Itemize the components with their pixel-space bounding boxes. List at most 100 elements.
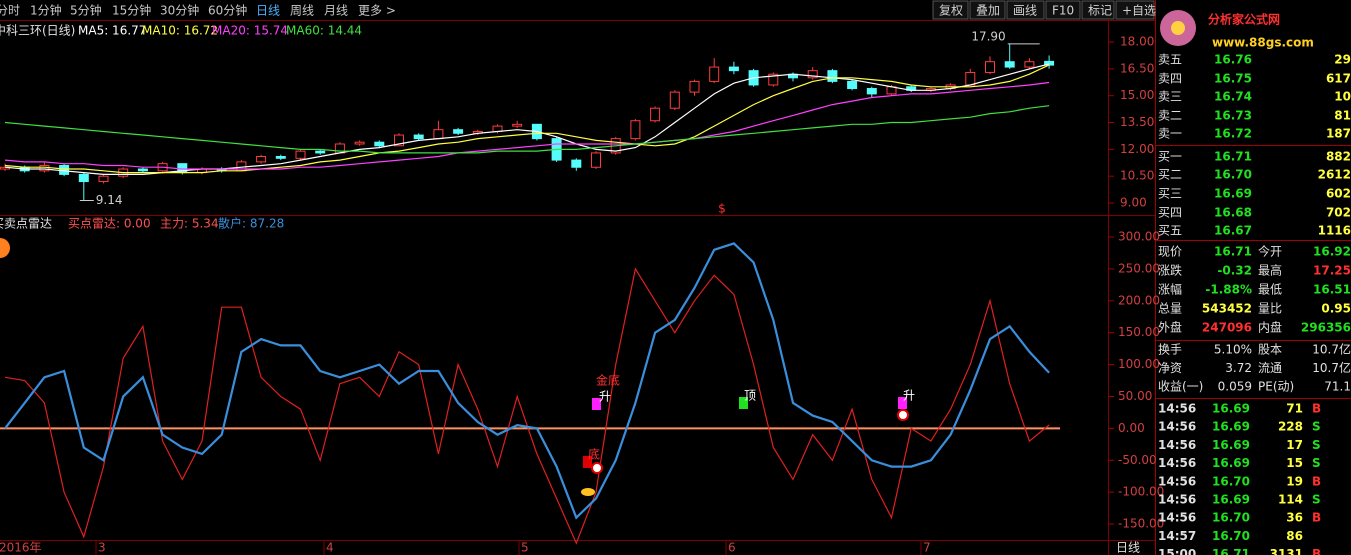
trade-price: 16.70: [1212, 474, 1250, 488]
trade-volume: 17: [1286, 438, 1303, 452]
legend-entry: MA10: 16.72: [142, 24, 218, 38]
y-tick-label: 9.00: [1120, 196, 1147, 210]
tool-button-label[interactable]: F10: [1052, 4, 1074, 18]
period-tab[interactable]: 30分钟: [160, 3, 199, 18]
logo-url: www.88gs.com: [1212, 36, 1314, 50]
period-tab[interactable]: 分时: [0, 4, 20, 18]
signal-label: 升: [903, 389, 915, 403]
tool-button[interactable]: [1115, 0, 1155, 20]
candle-body: [571, 159, 582, 168]
series-line: [4, 242, 1050, 520]
fund-value: 0.059: [1218, 380, 1252, 394]
legend-entry: MA5: 16.77: [78, 24, 146, 38]
signal-label: 底: [588, 447, 600, 462]
quote-label: 外盘: [1158, 320, 1182, 335]
quote-value: -1.88%: [1205, 283, 1252, 297]
book-volume: 2612: [1318, 168, 1351, 182]
series-line: [4, 64, 1050, 174]
candle-body: [433, 129, 444, 140]
signal-box: [898, 397, 907, 409]
book-price: 16.71: [1214, 150, 1252, 164]
fund-label: 流通: [1258, 361, 1282, 375]
candle-body: [709, 66, 720, 82]
period-tab[interactable]: 1分钟: [30, 3, 62, 18]
signal-label: 金底: [596, 373, 620, 388]
quote-label: 涨跌: [1158, 263, 1182, 278]
tool-button-label[interactable]: 标记: [1088, 4, 1112, 18]
quote-value: 16.92: [1313, 245, 1351, 259]
trade-volume: 36: [1286, 511, 1303, 525]
y-tick-label: 250.00: [1118, 261, 1160, 275]
trade-volume: 71: [1286, 402, 1303, 416]
candle-body: [394, 134, 404, 147]
period-tab[interactable]: 60分钟: [208, 3, 247, 18]
y-tick-label: 13.50: [1120, 115, 1154, 129]
tool-button[interactable]: [1081, 0, 1115, 20]
date-label: 5: [521, 541, 529, 555]
signal-label: 顶: [744, 389, 756, 403]
high-label: 17.90: [971, 29, 1005, 43]
tool-button[interactable]: [1006, 0, 1045, 20]
candle-body: [965, 71, 976, 86]
candle-body: [453, 129, 464, 134]
y-tick-label: -150.00: [1118, 517, 1164, 531]
y-tick-label: -50.00: [1118, 453, 1157, 467]
book-volume: 702: [1326, 206, 1351, 220]
fund-label: 净资: [1158, 361, 1182, 375]
quote-label: 涨幅: [1158, 282, 1182, 297]
book-price: 16.69: [1214, 187, 1252, 201]
candle-body: [630, 120, 641, 140]
trade-volume: 228: [1278, 420, 1303, 434]
book-side: 买三: [1158, 187, 1182, 201]
fund-value: 10.7亿: [1312, 360, 1351, 375]
legend-entry: MA60: 14.44: [286, 24, 362, 38]
book-volume: 617: [1326, 72, 1351, 86]
tool-button-label[interactable]: +自选: [1122, 4, 1156, 18]
date-label: 6: [728, 541, 736, 555]
candle-body: [374, 141, 385, 147]
period-tab[interactable]: 周线: [290, 4, 314, 18]
fund-label: PE(动): [1258, 380, 1294, 394]
tool-button[interactable]: [932, 0, 969, 20]
tool-button-label[interactable]: 复权: [939, 4, 963, 18]
quote-value: -0.32: [1217, 264, 1252, 278]
quote-value: 247096: [1202, 321, 1252, 335]
legend-entry: MA20: 15.74: [212, 24, 288, 38]
fund-label: 换手: [1158, 343, 1182, 357]
tool-button[interactable]: [969, 0, 1006, 20]
book-volume: 10: [1334, 90, 1351, 104]
tool-button[interactable]: [1045, 0, 1081, 20]
candle-body: [413, 134, 424, 140]
quote-label: 量比: [1258, 302, 1282, 316]
y-tick-label: 50.00: [1118, 389, 1152, 403]
quote-value: 0.95: [1321, 302, 1351, 316]
tool-button-label[interactable]: 画线: [1013, 4, 1037, 18]
candle-body: [689, 80, 700, 93]
date-label: 2016年: [0, 541, 42, 555]
y-tick-label: 0.00: [1118, 421, 1145, 435]
signal-box: [739, 397, 748, 409]
trade-volume: 15: [1286, 456, 1303, 470]
book-side: 卖三: [1158, 90, 1182, 104]
period-tab[interactable]: 更多 >: [358, 4, 396, 18]
fund-value: 5.10%: [1214, 343, 1252, 357]
trade-side: S: [1312, 493, 1321, 507]
period-tab[interactable]: 日线: [256, 4, 280, 18]
trade-time: 14:56: [1158, 456, 1196, 470]
tool-button-label[interactable]: 叠加: [976, 4, 1000, 18]
y-tick-label: 18.00: [1120, 35, 1154, 49]
period-label: 日线: [1116, 541, 1140, 555]
trade-time: 14:56: [1158, 402, 1196, 416]
period-tab[interactable]: 15分钟: [112, 3, 151, 18]
date-label: 4: [326, 541, 334, 555]
trade-side: S: [1312, 438, 1321, 452]
indicator-title: 买卖点雷达: [0, 217, 52, 231]
candle-body: [315, 150, 326, 154]
signal-box: [583, 456, 592, 468]
period-tab[interactable]: 月线: [324, 4, 348, 18]
book-side: 买二: [1158, 168, 1182, 182]
period-tab[interactable]: 5分钟: [70, 3, 102, 18]
trade-time: 15:00: [1158, 547, 1196, 555]
signal-dot: [591, 462, 603, 474]
trade-price: 16.69: [1212, 493, 1250, 507]
